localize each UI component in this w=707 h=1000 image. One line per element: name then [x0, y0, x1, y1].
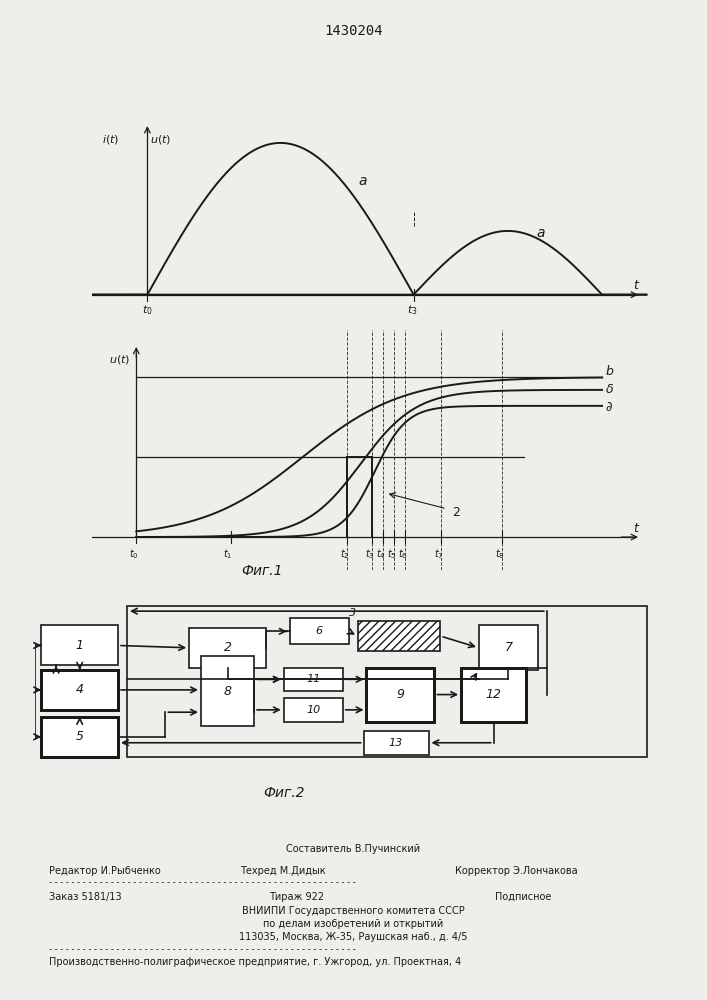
Bar	[41, 670, 118, 710]
Bar	[366, 668, 435, 722]
Text: 8: 8	[223, 685, 231, 698]
Bar	[189, 628, 266, 668]
Text: $t_5$: $t_5$	[387, 547, 397, 561]
Text: $t_7$: $t_7$	[434, 547, 443, 561]
Text: Корректор Э.Лончакова: Корректор Э.Лончакова	[455, 866, 578, 876]
Text: $a$: $a$	[535, 226, 545, 240]
Text: $t_2$: $t_2$	[340, 547, 349, 561]
Text: 1: 1	[76, 639, 83, 652]
Bar	[363, 731, 428, 754]
Text: $t_0$: $t_0$	[142, 303, 153, 317]
Text: Фиг.2: Фиг.2	[263, 786, 305, 800]
Text: $t_8$: $t_8$	[495, 547, 505, 561]
Text: Редактор И.Рыбченко: Редактор И.Рыбченко	[49, 866, 161, 876]
Text: $t_3$: $t_3$	[407, 303, 418, 317]
Text: ВНИИПИ Государственного комитета СССР: ВНИИПИ Государственного комитета СССР	[242, 906, 465, 916]
Text: $t$: $t$	[633, 279, 640, 292]
Text: $a$: $a$	[358, 174, 368, 188]
Text: 113035, Москва, Ж-35, Раушская наб., д. 4/5: 113035, Москва, Ж-35, Раушская наб., д. …	[239, 932, 468, 942]
Bar	[284, 698, 343, 722]
Text: по делам изобретений и открытий: по делам изобретений и открытий	[264, 919, 443, 929]
Bar	[479, 625, 538, 670]
Text: $t_4$: $t_4$	[376, 547, 385, 561]
Text: 10: 10	[306, 705, 320, 715]
Text: 13: 13	[389, 738, 403, 748]
Text: 11: 11	[306, 674, 320, 684]
Text: $u(t)$: $u(t)$	[109, 353, 130, 366]
Text: $\delta$: $\delta$	[604, 383, 614, 396]
Bar	[284, 668, 343, 691]
Text: 1430204: 1430204	[325, 24, 382, 38]
Text: $2$: $2$	[452, 506, 461, 519]
Text: - - - - - - - - - - - - - - - - - - - - - - - - - - - - - - - - - - - - - - - - : - - - - - - - - - - - - - - - - - - - - …	[49, 945, 359, 954]
Text: 4: 4	[76, 683, 83, 696]
Text: Подписное: Подписное	[495, 892, 551, 902]
Text: $b$: $b$	[604, 364, 614, 378]
Text: $t_6$: $t_6$	[398, 547, 408, 561]
Text: 12: 12	[486, 688, 501, 701]
Text: Заказ 5181/13: Заказ 5181/13	[49, 892, 122, 902]
Text: Составитель В.Пучинский: Составитель В.Пучинский	[286, 844, 421, 854]
Text: $t_3$: $t_3$	[365, 547, 374, 561]
Text: 5: 5	[76, 730, 83, 743]
Text: $t_0$: $t_0$	[129, 547, 139, 561]
Bar	[358, 621, 440, 651]
Text: Техред М.Дидык: Техред М.Дидык	[240, 866, 326, 876]
Text: 2: 2	[223, 641, 231, 654]
Bar	[41, 625, 118, 665]
Text: $t$: $t$	[633, 522, 640, 535]
Text: $i(t)$: $i(t)$	[103, 133, 119, 146]
Bar	[41, 717, 118, 757]
Text: 3: 3	[349, 608, 356, 618]
Text: 9: 9	[397, 688, 404, 701]
Bar	[201, 656, 254, 726]
Text: Фиг.1: Фиг.1	[241, 564, 282, 578]
Text: 6: 6	[315, 626, 322, 636]
Bar	[127, 606, 648, 757]
Bar	[461, 668, 526, 722]
Text: - - - - - - - - - - - - - - - - - - - - - - - - - - - - - - - - - - - - - - - - : - - - - - - - - - - - - - - - - - - - - …	[49, 878, 359, 887]
Text: $u(t)$: $u(t)$	[150, 133, 171, 146]
Text: $t_1$: $t_1$	[223, 547, 233, 561]
Text: $\partial$: $\partial$	[604, 401, 613, 414]
Text: 7: 7	[504, 641, 513, 654]
Bar	[290, 618, 349, 644]
Text: Производственно-полиграфическое предприятие, г. Ужгород, ул. Проектная, 4: Производственно-полиграфическое предприя…	[49, 957, 462, 967]
Text: Тираж 922: Тираж 922	[269, 892, 325, 902]
